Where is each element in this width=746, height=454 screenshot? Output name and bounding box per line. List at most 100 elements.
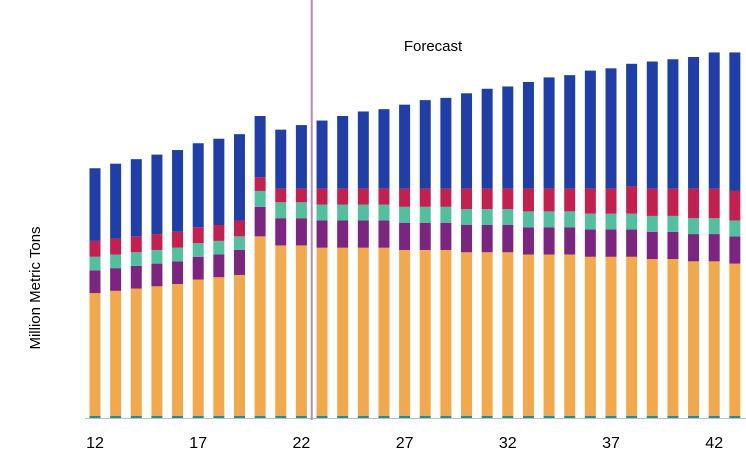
forecast-annotation: Forecast bbox=[404, 38, 463, 55]
x-tick-label-42: 42 bbox=[705, 435, 723, 452]
bar-segment-18-s1 bbox=[213, 415, 225, 418]
bar-segment-38-s5 bbox=[626, 186, 638, 214]
bar-segment-40-s4 bbox=[667, 215, 679, 232]
bar-segment-17-s2 bbox=[192, 279, 204, 416]
bar-segment-38-s2 bbox=[626, 256, 638, 416]
bar-segment-41-s5 bbox=[688, 188, 700, 219]
bar-segment-20-s5 bbox=[254, 177, 266, 191]
bar-segment-33-s6 bbox=[522, 81, 534, 189]
bars-group bbox=[89, 52, 741, 418]
bar-segment-27-s4 bbox=[399, 206, 411, 223]
bar-segment-41-s2 bbox=[688, 261, 700, 416]
bar-segment-30-s3 bbox=[461, 225, 473, 253]
bar-segment-41-s6 bbox=[688, 56, 700, 189]
bar-segment-43-s2 bbox=[729, 263, 741, 416]
bar-segment-23-s6 bbox=[316, 120, 328, 189]
bar-segment-26-s4 bbox=[378, 204, 390, 221]
x-tick-label-12: 12 bbox=[86, 435, 104, 452]
bar-segment-12-s1 bbox=[89, 415, 101, 418]
bar-segment-16-s3 bbox=[172, 261, 184, 285]
bar-segment-24-s3 bbox=[337, 220, 349, 248]
bar-segment-15-s5 bbox=[151, 234, 163, 250]
bar-segment-36-s6 bbox=[584, 70, 596, 189]
bar-segment-43-s5 bbox=[729, 190, 741, 221]
bar-segment-27-s3 bbox=[399, 222, 411, 250]
bar-segment-19-s2 bbox=[233, 274, 245, 416]
bar-segment-43-s3 bbox=[729, 236, 741, 264]
bar-segment-21-s3 bbox=[275, 218, 287, 246]
bar-segment-42-s1 bbox=[708, 415, 720, 418]
bar-segment-26-s3 bbox=[378, 220, 390, 248]
bar-segment-36-s4 bbox=[584, 213, 596, 230]
bar-segment-31-s1 bbox=[481, 415, 493, 418]
bar-segment-23-s3 bbox=[316, 220, 328, 248]
bar-segment-19-s3 bbox=[233, 249, 245, 275]
bar-segment-26-s2 bbox=[378, 247, 390, 416]
bar-segment-33-s4 bbox=[522, 211, 534, 228]
bar-segment-21-s1 bbox=[275, 415, 287, 418]
bar-segment-14-s6 bbox=[130, 159, 142, 237]
bar-segment-32-s2 bbox=[502, 252, 514, 416]
bar-segment-37-s4 bbox=[605, 213, 617, 230]
bar-segment-39-s3 bbox=[646, 231, 658, 260]
bar-segment-15-s6 bbox=[151, 154, 163, 235]
bar-segment-42-s5 bbox=[708, 188, 720, 219]
bar-segment-25-s2 bbox=[357, 247, 369, 416]
bar-segment-20-s6 bbox=[254, 116, 266, 178]
bar-segment-21-s5 bbox=[275, 188, 287, 203]
bar-segment-25-s1 bbox=[357, 415, 369, 418]
bar-segment-35-s2 bbox=[564, 254, 576, 416]
bar-segment-29-s3 bbox=[440, 222, 452, 250]
bar-segment-15-s2 bbox=[151, 286, 163, 416]
bar-segment-22-s4 bbox=[295, 202, 307, 219]
bar-segment-42-s6 bbox=[708, 52, 720, 189]
bar-segment-28-s6 bbox=[419, 100, 431, 189]
bar-segment-31-s3 bbox=[481, 225, 493, 253]
bar-segment-23-s1 bbox=[316, 415, 328, 418]
bar-segment-14-s5 bbox=[130, 236, 142, 253]
bar-segment-19-s1 bbox=[233, 415, 245, 418]
bar-segment-39-s1 bbox=[646, 415, 658, 418]
bar-segment-12-s3 bbox=[89, 270, 101, 294]
bar-segment-35-s4 bbox=[564, 211, 576, 228]
bar-segment-23-s2 bbox=[316, 247, 328, 416]
bar-segment-31-s2 bbox=[481, 252, 493, 416]
bar-segment-35-s6 bbox=[564, 75, 576, 189]
bar-segment-42-s4 bbox=[708, 218, 720, 235]
bar-segment-24-s4 bbox=[337, 204, 349, 221]
bar-segment-20-s4 bbox=[254, 190, 266, 207]
bar-segment-33-s5 bbox=[522, 188, 534, 212]
bar-segment-19-s4 bbox=[233, 236, 245, 250]
bar-segment-17-s5 bbox=[192, 227, 204, 244]
bar-segment-27-s6 bbox=[399, 104, 411, 189]
bar-segment-31-s5 bbox=[481, 188, 493, 210]
x-tick-label-27: 27 bbox=[396, 435, 414, 452]
bar-segment-17-s6 bbox=[192, 143, 204, 228]
bar-segment-38-s3 bbox=[626, 229, 638, 257]
bar-segment-27-s2 bbox=[399, 249, 411, 416]
bar-segment-13-s5 bbox=[110, 238, 122, 255]
bar-segment-13-s4 bbox=[110, 254, 122, 269]
bar-segment-18-s3 bbox=[213, 254, 225, 278]
bar-segment-33-s2 bbox=[522, 254, 534, 416]
bar-segment-25-s6 bbox=[357, 111, 369, 189]
bar-segment-15-s1 bbox=[151, 415, 163, 418]
bar-segment-30-s2 bbox=[461, 252, 473, 416]
bar-segment-16-s5 bbox=[172, 231, 184, 248]
bar-segment-22-s1 bbox=[295, 415, 307, 418]
bar-segment-26-s5 bbox=[378, 188, 390, 205]
bar-segment-31-s4 bbox=[481, 209, 493, 225]
bar-segment-34-s1 bbox=[543, 415, 555, 418]
bar-segment-39-s5 bbox=[646, 188, 658, 216]
bar-segment-12-s2 bbox=[89, 293, 101, 416]
bar-segment-27-s1 bbox=[399, 415, 411, 418]
bar-segment-14-s2 bbox=[130, 288, 142, 416]
bar-segment-37-s3 bbox=[605, 229, 617, 257]
bar-segment-24-s2 bbox=[337, 247, 349, 416]
bar-segment-39-s4 bbox=[646, 215, 658, 232]
bar-segment-30-s5 bbox=[461, 188, 473, 210]
bar-segment-18-s4 bbox=[213, 240, 225, 255]
bar-segment-22-s6 bbox=[295, 125, 307, 189]
bar-segment-27-s5 bbox=[399, 188, 411, 207]
